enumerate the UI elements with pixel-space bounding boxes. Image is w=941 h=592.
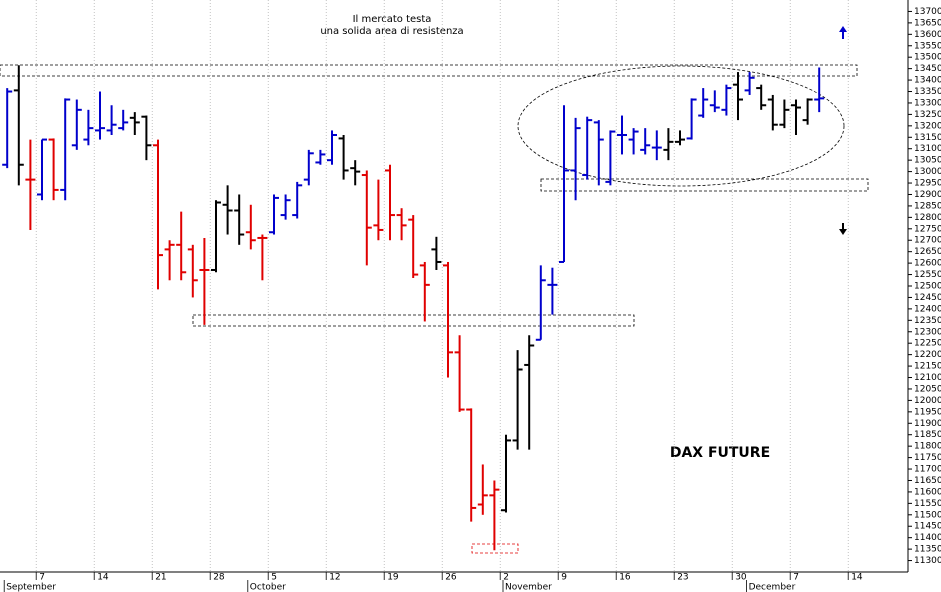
y-tick-label: 11600 bbox=[914, 487, 941, 497]
support-zone bbox=[192, 314, 635, 327]
y-tick-label: 11750 bbox=[914, 453, 941, 463]
y-tick-label: 13100 bbox=[914, 144, 941, 154]
x-tick-label: 5 bbox=[271, 573, 277, 583]
down-arrow bbox=[839, 223, 847, 235]
arrow-head bbox=[839, 229, 847, 235]
x-tick-label: 30 bbox=[735, 573, 747, 583]
y-tick-label: 12900 bbox=[914, 190, 941, 200]
y-tick-label: 12200 bbox=[914, 350, 941, 360]
x-tick-label: 16 bbox=[619, 573, 631, 583]
y-tick-label: 13150 bbox=[914, 133, 941, 143]
chart-subtitle: una solida area di resistenza bbox=[320, 26, 463, 37]
y-tick-label: 11450 bbox=[914, 522, 941, 532]
y-tick-label: 12650 bbox=[914, 247, 941, 257]
month-label: December bbox=[749, 583, 796, 592]
x-tick-label: 26 bbox=[445, 573, 457, 583]
y-tick-label: 11350 bbox=[914, 545, 941, 555]
y-tick-label: 11300 bbox=[914, 556, 941, 566]
support-zone bbox=[540, 178, 869, 192]
y-tick-label: 13400 bbox=[914, 76, 941, 86]
y-tick-label: 12800 bbox=[914, 213, 941, 223]
y-tick-label: 12600 bbox=[914, 259, 941, 269]
resistance-zone bbox=[0, 64, 858, 77]
annotation: DAX FUTURE bbox=[670, 445, 770, 461]
x-tick-label: 12 bbox=[329, 573, 340, 583]
y-tick-label: 12350 bbox=[914, 316, 941, 326]
y-tick-label: 12500 bbox=[914, 282, 941, 292]
x-tick-label: 2 bbox=[503, 573, 509, 583]
x-tick-label: 7 bbox=[39, 573, 45, 583]
y-tick-label: 11400 bbox=[914, 533, 941, 543]
annotation-shapes bbox=[0, 64, 869, 327]
y-tick-label: 13250 bbox=[914, 110, 941, 120]
y-tick-label: 13300 bbox=[914, 98, 941, 108]
y-tick-label: 11700 bbox=[914, 465, 941, 475]
y-tick-label: 13350 bbox=[914, 87, 941, 97]
y-tick-label: 12950 bbox=[914, 179, 941, 189]
y-tick-label: 13600 bbox=[914, 30, 941, 40]
y-tick-label: 12850 bbox=[914, 201, 941, 211]
y-tick-label: 12450 bbox=[914, 293, 941, 303]
y-tick-label: 13050 bbox=[914, 156, 941, 166]
arrow-head bbox=[839, 26, 847, 32]
y-tick-label: 13500 bbox=[914, 53, 941, 63]
month-label: September bbox=[6, 583, 56, 592]
y-tick-label: 13650 bbox=[914, 18, 941, 28]
y-tick-label: 12400 bbox=[914, 304, 941, 314]
y-tick-label: 11500 bbox=[914, 510, 941, 520]
y-tick-label: 13200 bbox=[914, 121, 941, 131]
y-tick-label: 11850 bbox=[914, 430, 941, 440]
y-tick-label: 12250 bbox=[914, 339, 941, 349]
month-label: October bbox=[250, 583, 286, 592]
y-tick-label: 13000 bbox=[914, 167, 941, 177]
y-tick-label: 13550 bbox=[914, 41, 941, 51]
y-tick-label: 12050 bbox=[914, 384, 941, 394]
y-tick-label: 12300 bbox=[914, 327, 941, 337]
y-tick-label: 11900 bbox=[914, 419, 941, 429]
x-tick-label: 28 bbox=[213, 573, 225, 583]
y-tick-label: 11950 bbox=[914, 407, 941, 417]
y-tick-label: 12100 bbox=[914, 373, 941, 383]
x-tick-label: 14 bbox=[851, 573, 863, 583]
highlight-ellipse bbox=[517, 65, 845, 187]
y-tick-label: 12150 bbox=[914, 362, 941, 372]
x-tick-label: 7 bbox=[793, 573, 799, 583]
y-tick-label: 11550 bbox=[914, 499, 941, 509]
up-arrow bbox=[839, 26, 847, 39]
x-tick-label: 21 bbox=[155, 573, 166, 583]
y-tick-label: 12700 bbox=[914, 236, 941, 246]
y-tick-label: 11800 bbox=[914, 442, 941, 452]
y-tick-label: 12550 bbox=[914, 270, 941, 280]
y-tick-label: 13700 bbox=[914, 7, 941, 17]
y-tick-label: 13450 bbox=[914, 64, 941, 74]
x-tick-label: 9 bbox=[561, 573, 567, 583]
month-label: November bbox=[505, 583, 552, 592]
chart-title: Il mercato testa bbox=[353, 14, 432, 25]
y-tick-label: 12750 bbox=[914, 224, 941, 234]
y-tick-label: 12000 bbox=[914, 396, 941, 406]
x-tick-label: 14 bbox=[97, 573, 109, 583]
y-tick-label: 11650 bbox=[914, 476, 941, 486]
x-tick-label: 23 bbox=[677, 573, 688, 583]
x-tick-label: 19 bbox=[387, 573, 399, 583]
